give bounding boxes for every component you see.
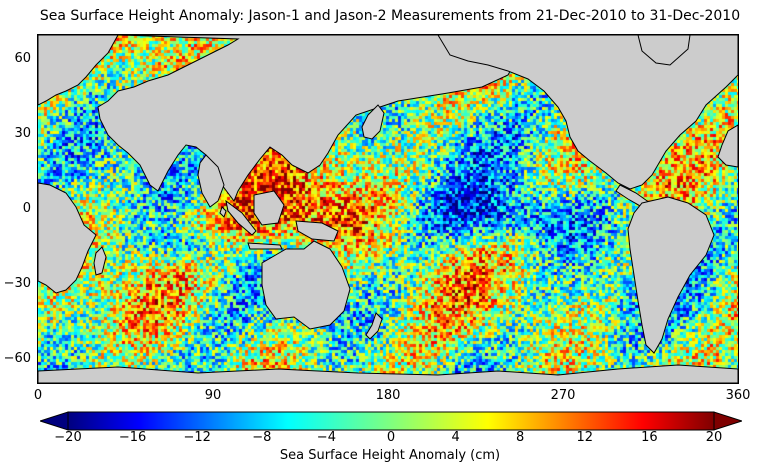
land-europe — [38, 35, 119, 106]
colorbar-tick-label: 8 — [516, 430, 525, 445]
land-newzealand — [365, 312, 383, 340]
land-newguinea — [295, 220, 339, 242]
colorbar-extend-low — [40, 411, 69, 431]
land-sumatra — [225, 199, 257, 236]
colorbar-tick-label: 20 — [705, 430, 723, 445]
land-overlay — [38, 35, 738, 383]
land-srilanka — [219, 206, 227, 218]
y-tick-label: 60 — [14, 51, 31, 66]
x-tick-label: 90 — [204, 388, 222, 403]
land-madagascar — [93, 246, 107, 276]
y-tick-label: −60 — [3, 351, 31, 366]
land-antarctica — [38, 364, 738, 383]
colorbar-tick-label: 4 — [451, 430, 460, 445]
x-tick-label: 270 — [550, 388, 576, 403]
y-tick-label: −30 — [3, 276, 31, 291]
land-india — [197, 154, 225, 208]
y-tick-label: 30 — [14, 126, 31, 141]
land-africa-west — [717, 124, 738, 168]
colorbar-tick-label: 0 — [386, 430, 396, 445]
land-north-america — [437, 35, 738, 190]
land-japan — [361, 104, 385, 140]
land-java — [247, 242, 283, 250]
colorbar-extend-high — [713, 411, 742, 431]
map-title: Sea Surface Height Anomaly: Jason-1 and … — [39, 8, 741, 24]
colorbar-tick-label: 12 — [576, 430, 594, 445]
land-south-america — [627, 196, 715, 354]
colorbar-label: Sea Surface Height Anomaly (cm) — [279, 448, 501, 463]
land-australia — [261, 240, 351, 330]
colorbar — [40, 411, 742, 431]
x-tick-label: 360 — [725, 388, 751, 403]
x-tick-label: 180 — [375, 388, 401, 403]
colorbar-tick-label: −20 — [54, 430, 82, 445]
land-greenland — [637, 35, 691, 66]
colorbar-tick-label: −4 — [316, 430, 336, 445]
land-borneo — [253, 190, 285, 226]
colorbar-tick-label: −12 — [183, 430, 211, 445]
colorbar-tick-label: −16 — [118, 430, 147, 445]
x-tick-label: 0 — [33, 388, 43, 403]
land-africa-east — [38, 182, 97, 294]
ssh-map — [37, 34, 739, 384]
colorbar-tick-label: −8 — [252, 430, 272, 445]
y-tick-label: 0 — [22, 201, 31, 216]
colorbar-tick-label: 16 — [641, 430, 658, 445]
colorbar-gradient — [67, 411, 715, 431]
